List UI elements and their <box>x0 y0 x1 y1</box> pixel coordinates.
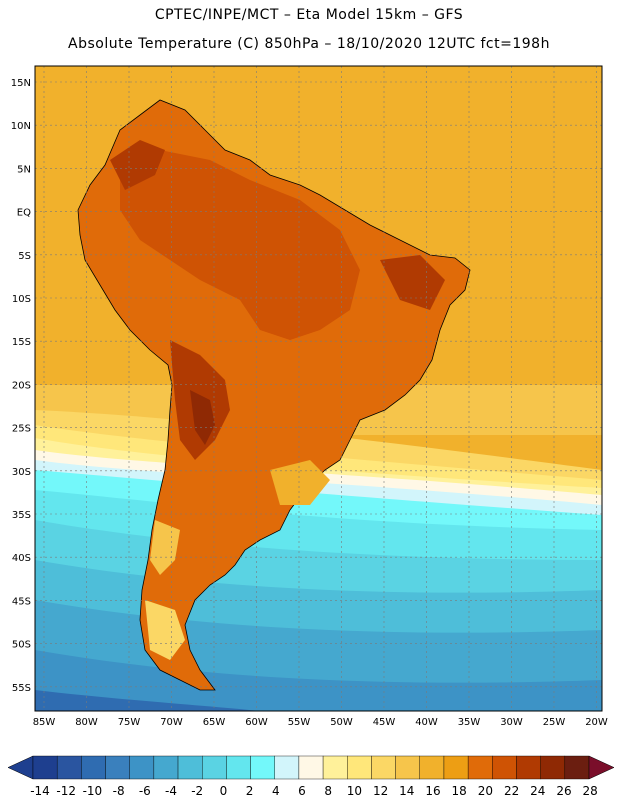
land-patch-northeast <box>380 255 445 310</box>
colorbar-box <box>274 755 300 780</box>
lat-tick-label: 10S <box>12 294 31 305</box>
colorbar-box <box>298 755 324 780</box>
lat-tick-label: 35S <box>12 510 31 521</box>
land-patch-24 <box>120 150 360 340</box>
colorbar-label: -2 <box>191 784 203 798</box>
colorbar-label: 6 <box>298 784 306 798</box>
colorbar-label: 28 <box>583 784 598 798</box>
colorbar-label: 20 <box>478 784 493 798</box>
colorbar-box <box>516 755 541 780</box>
lon-tick-label: 30W <box>500 717 523 728</box>
lon-tick-label: 60W <box>245 717 268 728</box>
colorbar-label: -10 <box>83 784 103 798</box>
lat-tick-label: 5N <box>17 164 31 175</box>
colorbar-box <box>540 755 566 780</box>
lon-tick-label: 55W <box>288 717 311 728</box>
colorbar-label: -12 <box>56 784 76 798</box>
colorbar-label: 18 <box>452 784 467 798</box>
colorbar-labels: -14 -12 -10 -8 -6 -4 -2 0 2 4 6 8 10 12 14 16 18 20 22 24 26… <box>30 784 598 798</box>
land-patch-26 <box>190 390 215 445</box>
patagonia-south <box>145 600 185 660</box>
lon-tick-label: 25W <box>543 717 566 728</box>
colorbar-box <box>32 755 58 780</box>
lon-tick-label: 80W <box>75 717 98 728</box>
lat-tick-label: 10N <box>11 121 31 132</box>
patagonia-cold <box>150 520 180 575</box>
longitude-labels: 85W 80W 75W 70W 65W 60W 55W 50W 45W 40W 35W 30W 25W 2… <box>33 717 608 728</box>
colorbar-label: 26 <box>556 784 571 798</box>
uruguay-region <box>270 460 330 505</box>
colorbar-label: 12 <box>373 784 388 798</box>
temperature-field <box>35 66 602 711</box>
colorbar-box <box>467 755 493 780</box>
lat-tick-label: 15N <box>11 78 31 89</box>
colorbar-label: 24 <box>530 784 545 798</box>
lon-tick-label: 20W <box>585 717 608 728</box>
colorbar-label: 0 <box>220 784 228 798</box>
band-m10 <box>35 690 260 711</box>
colorbar-box <box>564 755 590 780</box>
colorbar-over-arrow <box>588 755 615 780</box>
colorbar-box <box>226 755 251 780</box>
colorbar-label: -6 <box>139 784 151 798</box>
lon-tick-label: 65W <box>203 717 226 728</box>
colorbar-box <box>56 755 82 780</box>
colorbar-under-arrow <box>7 755 34 780</box>
lon-tick-label: 85W <box>33 717 56 728</box>
colorbar-box <box>492 755 517 780</box>
lat-tick-label: 50S <box>12 640 31 651</box>
colorbar-box <box>395 755 420 780</box>
colorbar-box <box>105 755 130 780</box>
lon-tick-label: 50W <box>330 717 353 728</box>
lon-tick-label: 45W <box>373 717 396 728</box>
chart-title-line-2: Absolute Temperature (C) 850hPa – 18/10/… <box>68 36 550 52</box>
latitude-labels: 15N 10N 5N EQ 5S 10S 15S 20S 25S 30S 35S 40S 45S 50S 5… <box>11 78 31 694</box>
colorbar-box <box>129 755 155 780</box>
colorbar-box <box>322 755 348 780</box>
lat-tick-label: 20S <box>12 380 31 391</box>
colorbar-box <box>347 755 372 780</box>
colorbar-box <box>177 755 203 780</box>
chart-title-line-1: CPTEC/INPE/MCT – Eta Model 15km – GFS <box>154 7 464 23</box>
land-patch-north <box>110 140 165 190</box>
lon-tick-label: 40W <box>415 717 438 728</box>
band-m6 <box>35 650 602 711</box>
lat-tick-label: 15S <box>12 337 31 348</box>
lat-tick-label: 40S <box>12 553 31 564</box>
colorbar-label: -14 <box>30 784 50 798</box>
colorbar-label: -8 <box>113 784 125 798</box>
lat-tick-label: 25S <box>12 424 31 435</box>
colorbar-label: 2 <box>246 784 254 798</box>
lat-tick-label: 55S <box>12 683 31 694</box>
colorbar-box <box>202 755 227 780</box>
lat-tick-label: EQ <box>17 208 31 219</box>
colorbar-label: 10 <box>347 784 362 798</box>
colorbar-label: 8 <box>324 784 332 798</box>
colorbar-box <box>443 755 469 780</box>
lat-tick-label: 45S <box>12 596 31 607</box>
colorbar-box <box>419 755 445 780</box>
colorbar <box>7 755 615 780</box>
colorbar-label: -4 <box>165 784 177 798</box>
lon-tick-label: 35W <box>458 717 481 728</box>
map-frame <box>34 65 603 712</box>
colorbar-box <box>153 755 179 780</box>
colorbar-box <box>371 755 396 780</box>
lon-tick-label: 75W <box>118 717 141 728</box>
lat-tick-label: 30S <box>12 467 31 478</box>
colorbar-box <box>250 755 275 780</box>
colorbar-label: 4 <box>272 784 280 798</box>
colorbar-label: 16 <box>425 784 440 798</box>
lon-tick-label: 70W <box>160 717 183 728</box>
colorbar-box <box>81 755 106 780</box>
lat-tick-label: 5S <box>18 251 31 262</box>
colorbar-label: 14 <box>399 784 414 798</box>
colorbar-label: 22 <box>504 784 519 798</box>
